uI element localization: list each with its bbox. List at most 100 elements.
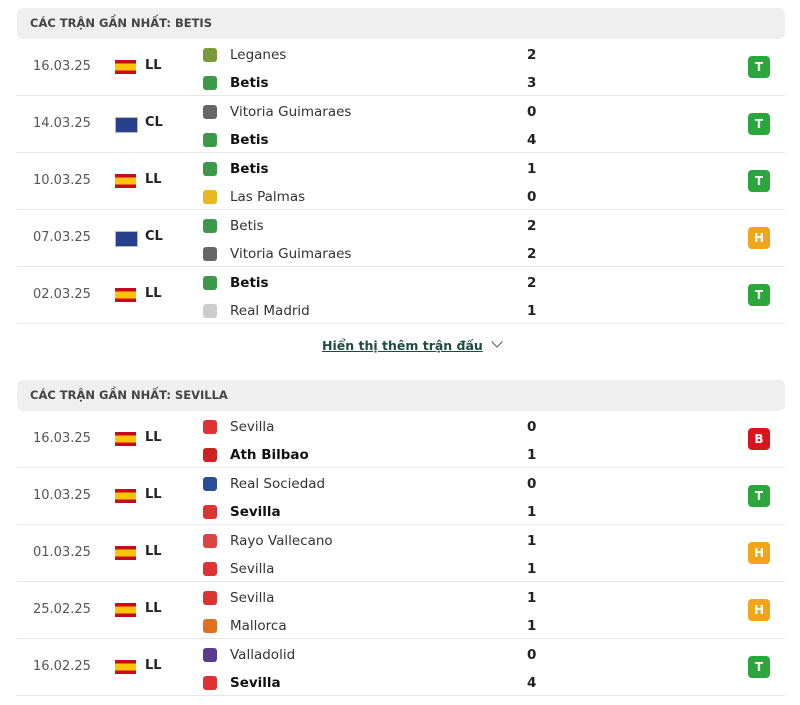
away-score: 3 — [527, 75, 537, 91]
match-row[interactable]: 16.03.25 LL Leganes Betis 2 3 T — [17, 39, 785, 96]
result-badge: T — [748, 284, 770, 306]
away-team[interactable]: Las Palmas — [203, 187, 305, 207]
spain-flag-icon — [115, 603, 136, 617]
home-team[interactable]: Leganes — [203, 45, 286, 65]
away-team[interactable]: Mallorca — [203, 616, 287, 636]
match-row[interactable]: 01.03.25 LL Rayo Vallecano Sevilla 1 1 H — [17, 525, 785, 582]
team-name: Rayo Vallecano — [230, 533, 333, 549]
world-flag-icon — [115, 231, 138, 247]
chevron-down-icon — [491, 336, 503, 348]
home-score: 1 — [527, 533, 537, 549]
match-row[interactable]: 10.03.25 LL Betis Las Palmas 1 0 T — [17, 153, 785, 210]
away-score: 1 — [527, 447, 537, 463]
home-team[interactable]: Rayo Vallecano — [203, 531, 333, 551]
match-row[interactable]: 02.03.25 LL Betis Real Madrid 2 1 T — [17, 267, 785, 324]
away-team[interactable]: Sevilla — [203, 559, 274, 579]
away-score: 2 — [527, 246, 537, 262]
team-logo-icon — [203, 505, 217, 519]
team-logo-icon — [203, 276, 217, 290]
result-badge: H — [748, 227, 770, 249]
away-team[interactable]: Real Madrid — [203, 301, 310, 321]
home-team[interactable]: Betis — [203, 216, 264, 236]
match-date: 07.03.25 — [33, 230, 91, 245]
team-name: Real Madrid — [230, 303, 310, 319]
team-logo-icon — [203, 162, 217, 176]
match-date: 14.03.25 — [33, 116, 91, 131]
away-score: 1 — [527, 618, 537, 634]
result-badge: B — [748, 428, 770, 450]
league-code: LL — [145, 286, 162, 301]
spain-flag-icon — [115, 60, 136, 74]
home-team[interactable]: Valladolid — [203, 645, 295, 665]
home-score: 0 — [527, 647, 537, 663]
away-team[interactable]: Betis — [203, 73, 269, 93]
team-logo-icon — [203, 648, 217, 662]
team-logo-icon — [203, 562, 217, 576]
result-badge: T — [748, 656, 770, 678]
league-code: CL — [145, 229, 163, 244]
home-team[interactable]: Betis — [203, 273, 269, 293]
match-row[interactable]: 14.03.25 CL Vitoria Guimaraes Betis 0 4 … — [17, 96, 785, 153]
match-date: 02.03.25 — [33, 287, 91, 302]
home-team[interactable]: Sevilla — [203, 588, 274, 608]
team-logo-icon — [203, 133, 217, 147]
result-badge: H — [748, 599, 770, 621]
team-name: Valladolid — [230, 647, 296, 663]
spain-flag-icon — [115, 489, 136, 503]
away-score: 0 — [527, 189, 537, 205]
match-row[interactable]: 16.03.25 LL Sevilla Ath Bilbao 0 1 B — [17, 411, 785, 468]
result-badge: H — [748, 542, 770, 564]
match-date: 16.03.25 — [33, 431, 91, 446]
team-name: Betis — [230, 75, 269, 91]
home-score: 1 — [527, 590, 537, 606]
sevilla-section: CÁC TRẬN GẦN NHẤT: SEVILLA 16.03.25 LL S… — [17, 380, 785, 696]
match-date: 16.03.25 — [33, 59, 91, 74]
team-name: Betis — [230, 275, 269, 291]
team-name: Las Palmas — [230, 189, 306, 205]
team-name: Ath Bilbao — [230, 447, 309, 463]
league-code: LL — [145, 487, 162, 502]
team-name: Sevilla — [230, 419, 275, 435]
team-logo-icon — [203, 304, 217, 318]
match-row[interactable]: 07.03.25 CL Betis Vitoria Guimaraes 2 2 … — [17, 210, 785, 267]
section-header: CÁC TRẬN GẦN NHẤT: SEVILLA — [17, 380, 785, 411]
home-team[interactable]: Betis — [203, 159, 269, 179]
team-name: Sevilla — [230, 675, 281, 691]
away-team[interactable]: Ath Bilbao — [203, 445, 309, 465]
match-row[interactable]: 16.02.25 LL Valladolid Sevilla 0 4 T — [17, 639, 785, 696]
away-team[interactable]: Vitoria Guimaraes — [203, 244, 351, 264]
away-team[interactable]: Betis — [203, 130, 269, 150]
team-name: Sevilla — [230, 504, 281, 520]
spain-flag-icon — [115, 174, 136, 188]
team-name: Betis — [230, 161, 269, 177]
team-name: Mallorca — [230, 618, 287, 634]
match-date: 25.02.25 — [33, 602, 91, 617]
world-flag-icon — [115, 117, 138, 133]
result-badge: T — [748, 113, 770, 135]
home-score: 2 — [527, 218, 537, 234]
result-badge: T — [748, 170, 770, 192]
spain-flag-icon — [115, 660, 136, 674]
team-name: Real Sociedad — [230, 476, 326, 492]
match-row[interactable]: 25.02.25 LL Sevilla Mallorca 1 1 H — [17, 582, 785, 639]
team-logo-icon — [203, 534, 217, 548]
home-team[interactable]: Real Sociedad — [203, 474, 325, 494]
league-code: LL — [145, 601, 162, 616]
team-name: Leganes — [230, 47, 287, 63]
home-team[interactable]: Vitoria Guimaraes — [203, 102, 351, 122]
away-team[interactable]: Sevilla — [203, 502, 281, 522]
league-code: LL — [145, 658, 162, 673]
league-code: CL — [145, 115, 163, 130]
match-date: 10.03.25 — [33, 488, 91, 503]
away-score: 1 — [527, 504, 537, 520]
league-code: LL — [145, 544, 162, 559]
home-team[interactable]: Sevilla — [203, 417, 274, 437]
away-score: 4 — [527, 675, 537, 691]
away-team[interactable]: Sevilla — [203, 673, 281, 693]
league-code: LL — [145, 172, 162, 187]
match-row[interactable]: 10.03.25 LL Real Sociedad Sevilla 0 1 T — [17, 468, 785, 525]
team-logo-icon — [203, 420, 217, 434]
match-date: 16.02.25 — [33, 659, 91, 674]
show-more-link[interactable]: Hiển thị thêm trận đấu — [322, 336, 503, 353]
team-logo-icon — [203, 76, 217, 90]
